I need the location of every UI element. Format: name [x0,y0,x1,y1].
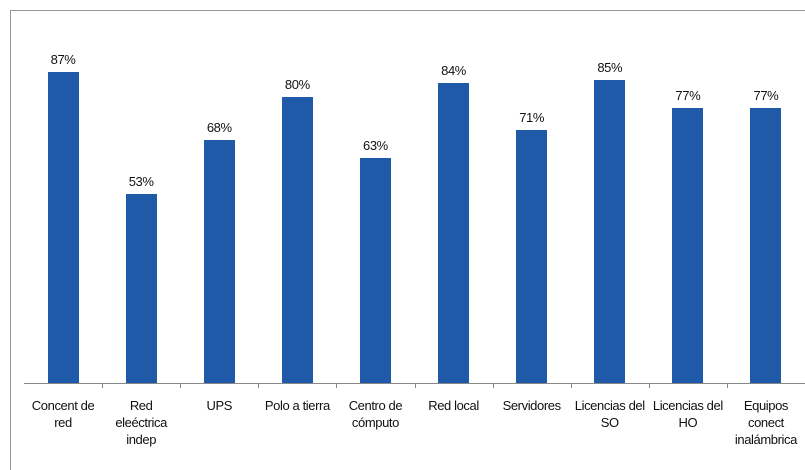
data-label: 71% [519,109,545,125]
x-tick [180,383,182,388]
data-label: 77% [753,88,779,104]
data-label: 68% [206,120,232,136]
x-tick-label: Red eleéctrica indep [115,398,167,447]
x-tick-label: Equipos conect inalámbrica [734,398,797,447]
x-tick-label: Licencias del HO [652,398,723,430]
data-label: 87% [50,52,76,68]
x-tick-label: Polo a tierra [264,398,330,413]
bar [281,97,313,383]
x-tick-label: UPS [206,398,233,413]
x-tick-label: Centro de cómputo [348,398,403,430]
bar [594,79,626,383]
bar [438,83,470,383]
x-tick [336,383,338,388]
x-tick [258,383,260,388]
data-label: 85% [597,59,623,75]
x-tick [492,383,494,388]
data-label: 63% [363,138,388,154]
bar [47,72,79,383]
x-tick [726,383,728,388]
x-tick-label: Concent de red [31,398,95,430]
bar [203,140,235,383]
bar [516,129,548,383]
x-tick-label: Licencias del SO [574,398,645,430]
chart-frame [10,10,805,470]
x-tick [570,383,572,388]
x-tick-label: Red local [428,398,479,413]
bar [672,108,704,383]
x-tick [414,383,416,388]
x-tick [648,383,650,388]
chart: 87% Concent de red 53% Red eleéctrica indep… [10,10,805,470]
bar [125,193,157,383]
data-label: 53% [128,173,154,189]
x-tick [102,383,104,388]
data-label: 84% [441,63,466,79]
x-tick-label: Servidores [502,398,562,413]
data-label: 80% [284,77,310,93]
bar [359,158,391,383]
bar [750,108,782,383]
data-label: 77% [675,88,701,104]
